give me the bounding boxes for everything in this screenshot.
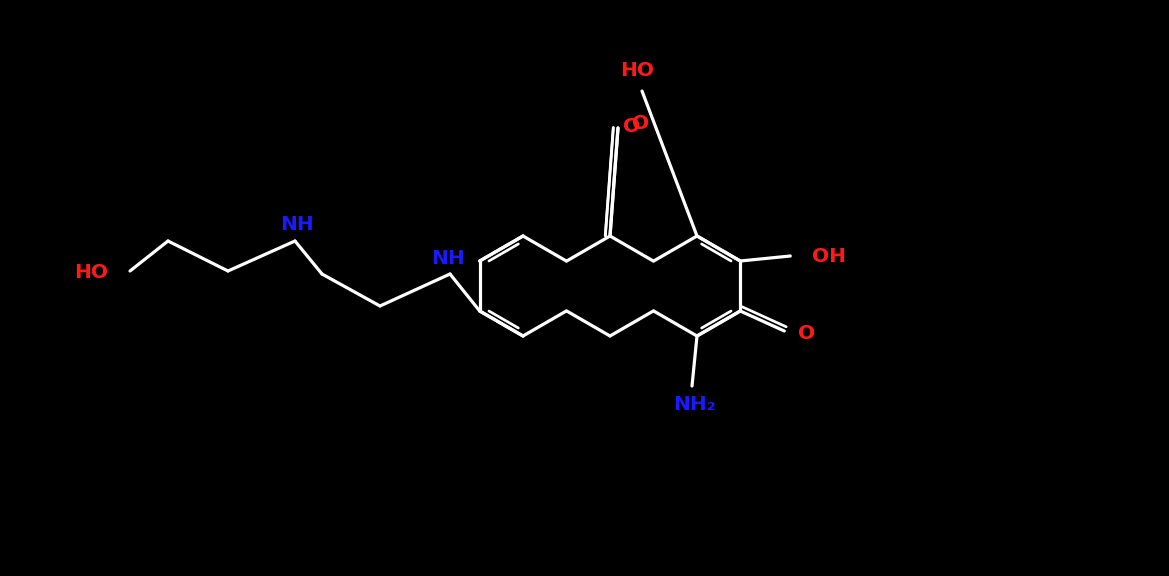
Text: OH: OH	[812, 247, 846, 266]
Text: NH: NH	[281, 215, 313, 234]
Text: NH: NH	[431, 249, 465, 268]
Text: NH₂: NH₂	[672, 395, 715, 414]
Text: HO: HO	[74, 263, 108, 282]
Text: HO: HO	[620, 62, 653, 81]
Text: O: O	[632, 115, 649, 134]
Text: O: O	[623, 116, 641, 135]
Text: O: O	[798, 324, 816, 343]
